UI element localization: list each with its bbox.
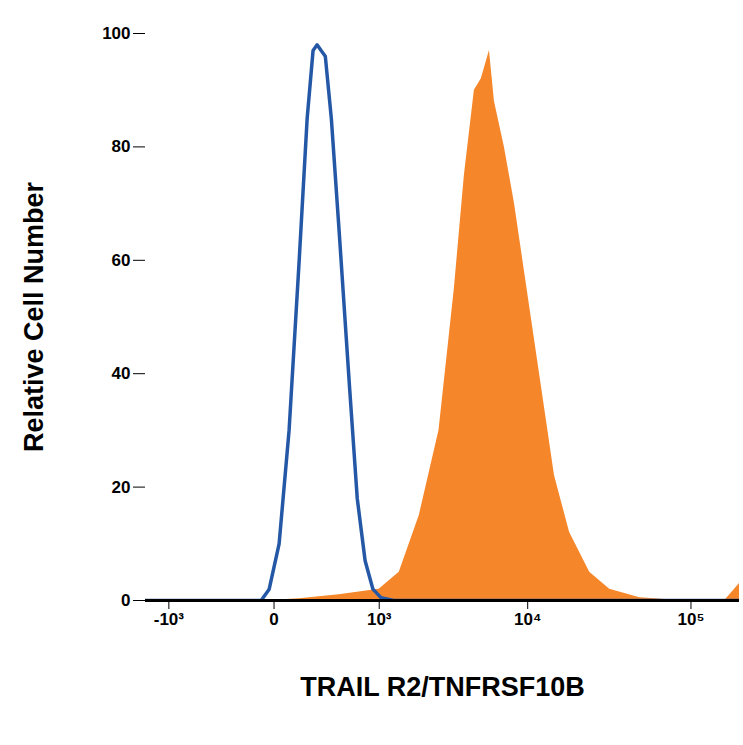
svg-text:10⁴: 10⁴: [514, 610, 541, 629]
svg-text:0: 0: [121, 591, 130, 610]
svg-text:40: 40: [112, 364, 131, 383]
svg-text:10⁵: 10⁵: [678, 610, 705, 629]
svg-text:100: 100: [102, 24, 130, 43]
svg-text:Relative Cell Number: Relative Cell Number: [19, 181, 49, 452]
svg-text:20: 20: [112, 478, 131, 497]
svg-text:60: 60: [112, 251, 131, 270]
svg-text:10³: 10³: [367, 610, 392, 629]
svg-text:0: 0: [269, 610, 278, 629]
svg-text:80: 80: [112, 137, 131, 156]
svg-text:TRAIL R2/TNFRSF10B: TRAIL R2/TNFRSF10B: [300, 672, 585, 702]
svg-text:-10³: -10³: [154, 610, 185, 629]
